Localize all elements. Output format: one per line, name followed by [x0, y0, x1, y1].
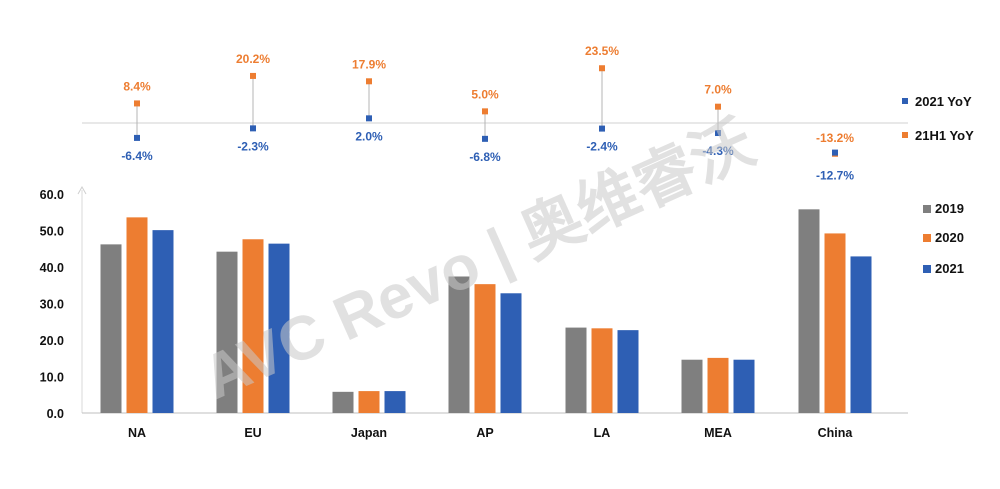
- yoy-21h1-label: -13.2%: [816, 131, 854, 145]
- bar-2020-china: [824, 233, 846, 413]
- y-tick-label: 60.0: [40, 188, 64, 202]
- legend-label-2021-yoy: 2021 YoY: [915, 94, 972, 109]
- y-tick-label: 0.0: [47, 407, 64, 421]
- legend-label-2021: 2021: [935, 261, 964, 276]
- yoy-legend: 2021 YoY 21H1 YoY: [902, 94, 974, 143]
- yoy-21h1-marker: [482, 108, 488, 115]
- legend-swatch-2019: [923, 205, 931, 213]
- yoy-2021-marker: [482, 135, 488, 142]
- x-tick-label-china: China: [818, 426, 854, 440]
- y-tick-label: 20.0: [40, 334, 64, 348]
- x-tick-label-ap: AP: [476, 426, 493, 440]
- bar-2020-ap: [474, 284, 496, 413]
- yoy-21h1-label: 17.9%: [352, 57, 386, 71]
- bar-2019-mea: [681, 359, 703, 413]
- y-tick-label: 50.0: [40, 225, 64, 239]
- legend-swatch-21h1-yoy: [902, 132, 908, 138]
- yoy-21h1-label: 7.0%: [704, 83, 732, 97]
- x-tick-label-la: LA: [594, 426, 611, 440]
- yoy-21h1-marker: [715, 103, 721, 110]
- legend-label-21h1-yoy: 21H1 YoY: [915, 128, 974, 143]
- bar-legend: 2019 2020 2021: [923, 201, 964, 276]
- yoy-21h1-marker: [250, 72, 256, 79]
- bar-2019-ap: [448, 276, 470, 413]
- yoy-21h1-label: 5.0%: [471, 87, 499, 101]
- bar-2021-ap: [500, 293, 522, 413]
- legend-swatch-2020: [923, 234, 931, 242]
- yoy-dot-plot: 8.4% -6.4% 20.2% -2.3% 17.9% 2.0% 5.0% -6.8% 23.…: [82, 44, 908, 183]
- yoy-2021-label: -4.3%: [702, 144, 734, 158]
- bar-2021-na: [152, 230, 174, 413]
- y-tick-label: 30.0: [40, 298, 64, 312]
- yoy-2021-label: -2.4%: [586, 140, 618, 154]
- x-tick-label-japan: Japan: [351, 426, 387, 440]
- legend-label-2019: 2019: [935, 201, 964, 216]
- y-tick-label: 40.0: [40, 261, 64, 275]
- legend-label-2020: 2020: [935, 230, 964, 245]
- bar-2019-eu: [216, 251, 238, 413]
- x-tick-label-na: NA: [128, 426, 146, 440]
- yoy-2021-label: -2.3%: [237, 139, 269, 153]
- bar-2019-la: [565, 327, 587, 413]
- bar-2019-na: [100, 244, 122, 413]
- bar-2021-mea: [733, 359, 755, 413]
- yoy-2021-marker: [599, 125, 605, 132]
- yoy-21h1-label: 20.2%: [236, 52, 270, 66]
- bar-2020-eu: [242, 239, 264, 413]
- legend-swatch-2021: [923, 265, 931, 273]
- legend-swatch-2021-yoy: [902, 98, 908, 104]
- yoy-21h1-label: 8.4%: [123, 79, 151, 93]
- bar-2021-la: [617, 330, 639, 413]
- yoy-2021-label: 2.0%: [355, 129, 383, 143]
- x-tick-label-mea: MEA: [704, 426, 732, 440]
- bar-2020-mea: [707, 357, 729, 413]
- y-tick-label: 10.0: [40, 371, 64, 385]
- bar-2021-japan: [384, 391, 406, 413]
- x-tick-label-eu: EU: [244, 426, 261, 440]
- yoy-2021-label: -6.4%: [121, 149, 153, 163]
- yoy-2021-marker: [134, 134, 140, 141]
- yoy-2021-marker: [832, 149, 838, 156]
- yoy-2021-label: -12.7%: [816, 169, 854, 183]
- bar-chart: 0.0 10.0 20.0 30.0 40.0 50.0 60.0 NA EU Japan AP LA…: [40, 185, 908, 440]
- yoy-2021-marker: [250, 125, 256, 132]
- bar-2021-eu: [268, 243, 290, 413]
- yoy-21h1-marker: [599, 65, 605, 72]
- yoy-21h1-marker: [366, 78, 372, 85]
- y-axis-arrow: [77, 185, 87, 195]
- bar-2019-japan: [332, 391, 354, 413]
- yoy-2021-label: -6.8%: [469, 150, 501, 164]
- bar-2020-la: [591, 328, 613, 413]
- bar-2019-china: [798, 209, 820, 413]
- bar-2020-japan: [358, 391, 380, 413]
- bar-2020-na: [126, 217, 148, 413]
- yoy-2021-marker: [366, 115, 372, 122]
- yoy-21h1-marker: [134, 100, 140, 107]
- yoy-2021-marker: [715, 130, 721, 137]
- yoy-21h1-label: 23.5%: [585, 44, 619, 58]
- bar-2021-china: [850, 256, 872, 413]
